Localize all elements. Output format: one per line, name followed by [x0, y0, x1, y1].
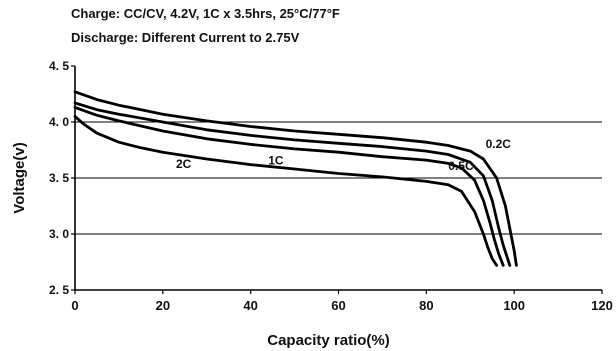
series-line-2c [73, 115, 498, 267]
series-line-0-5c [73, 101, 512, 267]
series-line-0-2c [73, 90, 518, 267]
curve-label-0-2c: 0.2C [486, 137, 512, 151]
y-tick-label-1: 3. 0 [49, 227, 69, 241]
curve-label-1c: 1C [268, 154, 284, 168]
series-line-1c [73, 106, 505, 267]
x-axis-title: Capacity ratio(%) [267, 332, 390, 349]
y-tick-label-0: 2. 5 [49, 283, 69, 297]
y-tick-label-4: 4. 5 [49, 59, 69, 73]
x-tick-label-2: 40 [243, 298, 257, 313]
y-tick-label-2: 3. 5 [49, 171, 69, 185]
chart-subtitle-charge: Charge: CC/CV, 4.2V, 1C x 3.5hrs, 25°C/7… [71, 6, 340, 21]
chart-subtitle-discharge: Discharge: Different Current to 2.75V [71, 30, 300, 45]
x-tick-label-0: 0 [71, 298, 78, 313]
y-tick-label-3: 4. 0 [49, 115, 69, 129]
x-tick-label-5: 100 [503, 298, 525, 313]
x-tick-label-3: 60 [331, 298, 345, 313]
x-tick-label-1: 20 [156, 298, 170, 313]
x-tick-label-4: 80 [419, 298, 433, 313]
curve-label-0-5c: 0.5C [448, 159, 474, 173]
x-tick-label-6: 120 [591, 298, 613, 313]
curve-label-2c: 2C [176, 157, 192, 171]
y-axis-title: Voltage(v) [11, 142, 28, 213]
